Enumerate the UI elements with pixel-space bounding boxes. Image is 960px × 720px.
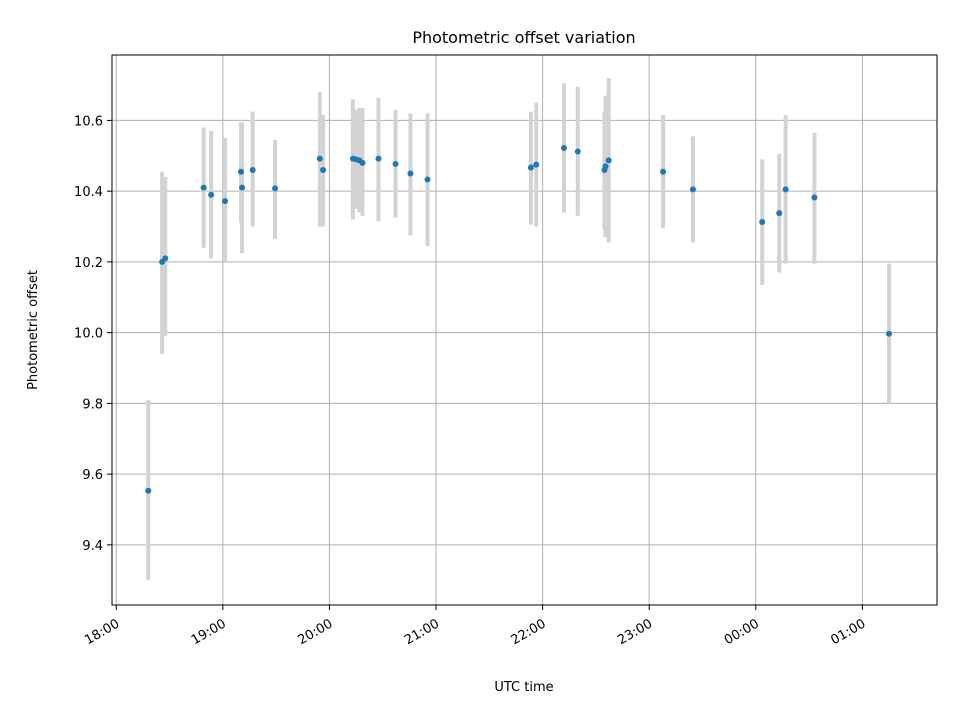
- data-point: [811, 194, 818, 201]
- y-tick-label: 10.0: [74, 327, 103, 342]
- y-tick-label: 10.2: [74, 256, 103, 271]
- x-axis-label: UTC time: [494, 680, 553, 695]
- chart-title: Photometric offset variation: [412, 28, 635, 47]
- x-tick-label: 23:00: [615, 616, 655, 648]
- data-point: [392, 160, 399, 167]
- error-bars: [146, 77, 892, 581]
- x-axis-ticks: 18:00 19:00 20:00 21:00 22:00 23:00 00:00 01:00: [82, 605, 868, 648]
- data-point: [759, 218, 766, 225]
- data-point: [605, 157, 612, 164]
- x-tick-label: 22:00: [509, 616, 549, 648]
- data-point: [239, 184, 246, 191]
- x-tick-label: 18:00: [82, 616, 122, 648]
- data-point: [320, 166, 327, 173]
- data-point: [602, 163, 609, 170]
- data-point: [249, 166, 256, 173]
- y-tick-label: 10.4: [74, 185, 103, 200]
- data-point: [359, 159, 366, 166]
- data-point: [407, 170, 414, 177]
- data-point: [886, 330, 893, 337]
- data-point: [162, 255, 169, 262]
- data-point: [689, 186, 696, 193]
- data-point: [221, 198, 228, 205]
- data-point: [200, 184, 207, 191]
- x-tick-label: 00:00: [722, 616, 762, 648]
- data-point: [660, 168, 667, 175]
- grid-lines: [112, 55, 937, 605]
- data-points: [145, 145, 893, 494]
- y-tick-label: 9.6: [82, 468, 103, 483]
- y-tick-label: 10.6: [74, 114, 103, 129]
- data-point: [527, 164, 534, 171]
- x-tick-label: 21:00: [402, 616, 442, 648]
- data-point: [533, 161, 540, 168]
- data-point: [782, 186, 789, 193]
- data-point: [237, 168, 244, 175]
- data-point: [316, 155, 323, 162]
- data-point: [560, 145, 567, 152]
- y-axis-ticks: 9.4 9.6 9.8 10.0 10.2 10.4 10.6: [74, 114, 112, 554]
- data-point: [574, 148, 581, 155]
- y-tick-label: 9.4: [82, 539, 103, 554]
- data-point: [424, 176, 431, 183]
- data-point: [145, 487, 152, 494]
- plot-frame: [111, 54, 938, 606]
- y-axis-label: Photometric offset: [26, 270, 41, 390]
- x-tick-label: 20:00: [295, 616, 335, 648]
- data-point: [776, 210, 783, 217]
- data-point: [272, 185, 279, 192]
- data-point: [375, 155, 382, 162]
- x-tick-label: 01:00: [828, 616, 868, 648]
- data-point: [208, 191, 215, 198]
- x-tick-label: 19:00: [189, 616, 229, 648]
- y-tick-label: 9.8: [82, 397, 103, 412]
